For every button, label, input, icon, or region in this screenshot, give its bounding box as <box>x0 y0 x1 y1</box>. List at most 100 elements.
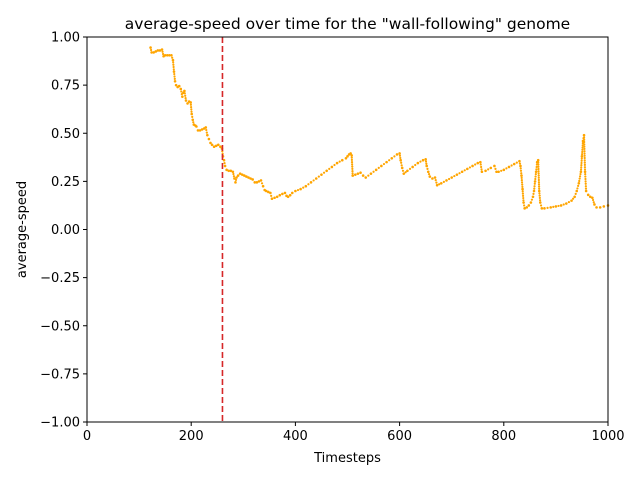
y-tick-label: 0.75 <box>51 79 80 94</box>
data-point <box>247 176 250 179</box>
data-point <box>591 196 594 200</box>
data-point <box>521 185 524 188</box>
y-tick-label: 0.50 <box>51 127 80 142</box>
data-point <box>240 173 244 176</box>
data-point <box>253 181 257 184</box>
data-point <box>317 175 320 178</box>
data-point <box>426 170 430 174</box>
data-point <box>191 118 195 122</box>
data-point <box>537 183 541 186</box>
data-point <box>377 166 380 169</box>
data-point <box>207 137 211 141</box>
data-point <box>414 163 417 167</box>
data-point <box>195 125 198 128</box>
data-point <box>463 169 466 172</box>
data-point <box>578 179 581 183</box>
data-point <box>340 158 344 162</box>
data-point <box>479 160 482 164</box>
y-axis: −1.00 −0.75 −0.50 −0.25 0.00 0.25 0.50 0.75 1.00 <box>40 31 87 431</box>
data-point <box>190 112 194 116</box>
data-point <box>445 179 448 182</box>
x-tick-label: 0 <box>83 429 91 444</box>
data-point <box>335 161 339 165</box>
data-point <box>521 183 524 186</box>
data-point <box>189 105 193 109</box>
data-point <box>161 52 165 56</box>
data-point <box>172 61 175 64</box>
data-point <box>515 161 518 164</box>
data-point <box>521 192 525 195</box>
x-axis: 0 200 400 600 800 1000 <box>83 422 625 444</box>
data-point <box>160 48 164 51</box>
data-point <box>281 192 284 196</box>
data-point <box>385 160 388 164</box>
x-tick-label: 400 <box>283 429 308 444</box>
data-point <box>179 87 183 91</box>
data-point <box>522 199 525 202</box>
data-point <box>520 181 524 184</box>
data-point <box>523 207 526 210</box>
data-point <box>294 189 297 193</box>
data-point <box>260 182 264 185</box>
data-point <box>351 170 354 173</box>
data-point <box>537 167 540 171</box>
data-point <box>350 156 353 159</box>
data-point <box>184 99 188 102</box>
data-point <box>537 165 540 168</box>
data-point <box>584 189 588 193</box>
data-point <box>442 180 445 183</box>
data-point <box>438 183 441 186</box>
data-point <box>577 184 580 187</box>
data-point <box>234 181 237 184</box>
data-point <box>286 195 290 199</box>
data-marks <box>149 46 610 210</box>
data-point <box>525 206 529 209</box>
data-point <box>351 172 354 175</box>
data-point <box>583 156 586 160</box>
y-tick-label: −0.50 <box>40 319 80 334</box>
data-point <box>235 176 238 179</box>
data-point <box>581 146 584 149</box>
data-point <box>584 187 588 190</box>
data-point <box>380 164 383 168</box>
data-point <box>170 53 173 57</box>
data-point <box>538 196 541 200</box>
data-point <box>173 79 177 83</box>
data-point <box>586 193 590 197</box>
data-point <box>192 121 195 124</box>
data-point <box>172 70 176 73</box>
data-point <box>233 177 236 180</box>
data-point <box>290 191 294 195</box>
data-point <box>584 175 587 178</box>
data-point <box>480 168 483 171</box>
data-point <box>351 165 354 168</box>
data-point <box>518 159 521 163</box>
data-point <box>580 166 583 169</box>
data-point <box>264 189 268 193</box>
data-point <box>210 143 214 147</box>
data-point <box>598 206 602 209</box>
data-point <box>533 180 537 183</box>
data-point <box>583 150 586 153</box>
data-point <box>538 194 541 197</box>
data-point <box>559 204 563 207</box>
data-point <box>433 176 437 179</box>
data-point <box>521 190 524 193</box>
data-point <box>269 191 272 195</box>
data-point <box>425 164 428 168</box>
data-point <box>533 187 536 190</box>
data-point <box>530 198 534 201</box>
data-point <box>149 46 152 49</box>
data-point <box>578 177 581 180</box>
data-point <box>173 77 176 80</box>
data-point <box>523 204 526 207</box>
data-point <box>275 195 279 199</box>
data-point <box>583 159 586 162</box>
x-tick-label: 200 <box>179 429 204 444</box>
data-point <box>583 163 586 166</box>
data-point <box>333 163 336 167</box>
data-point <box>518 162 522 165</box>
data-point <box>259 179 263 182</box>
data-point <box>419 160 422 163</box>
data-point <box>435 183 439 187</box>
